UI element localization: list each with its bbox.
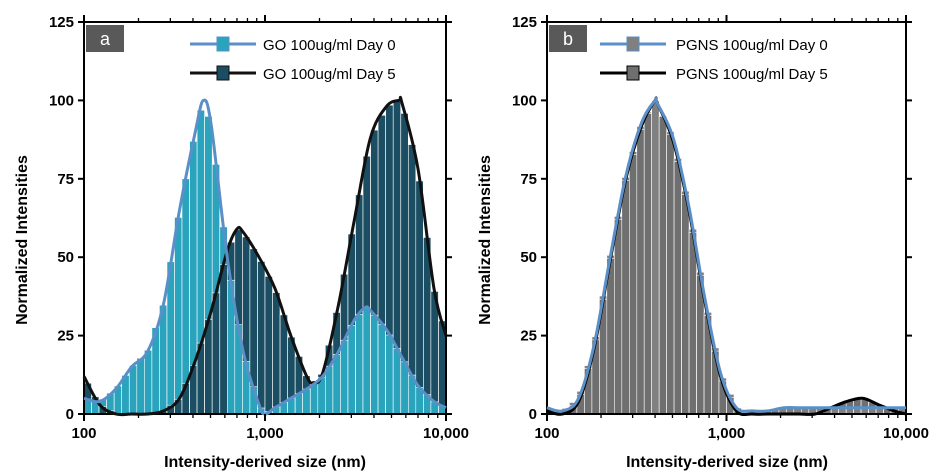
histogram-bar-day5 [219, 264, 228, 415]
histogram-bar-day0 [377, 323, 386, 415]
histogram-bar-day0 [340, 339, 349, 415]
panel-label-box [549, 25, 587, 52]
histogram-bar-day0 [332, 353, 341, 415]
histogram-bar-day5 [658, 116, 668, 415]
x-tick-label: 10,000 [883, 425, 929, 442]
panel-label-box [86, 25, 124, 52]
y-tick-label: 75 [57, 171, 74, 188]
histogram-bar-day0 [129, 365, 138, 415]
histogram-bar-day5 [643, 113, 653, 415]
histogram-bar-day0 [302, 388, 311, 415]
x-tick-label: 100 [534, 425, 559, 442]
histogram-bar-day0 [651, 100, 660, 415]
x-tick-label: 100 [71, 425, 96, 442]
histogram-bar-day0 [370, 314, 379, 415]
y-tick-label: 25 [520, 328, 537, 345]
series-line-day5 [82, 95, 448, 417]
y-tick-label: 0 [66, 406, 74, 423]
bars-group [83, 101, 447, 415]
y-tick-label: 0 [529, 406, 537, 423]
histogram-bar-day5 [415, 180, 424, 415]
legend-swatch-day0 [626, 36, 640, 52]
histogram-bar-day5 [681, 194, 690, 415]
legend-swatch-day5 [626, 65, 640, 81]
bars-group [546, 100, 907, 415]
histogram-bar-day5 [628, 154, 638, 415]
chart-panel-b: 0 25 50 75 100 125 100 1,000 10,000 Intensity-der… [477, 14, 929, 471]
legend-label: GO 100ug/ml Day 5 [263, 66, 396, 83]
x-axis-label: Intensity-derived size (nm) [164, 454, 366, 471]
histogram-bar-day0 [174, 217, 183, 415]
histogram-bar-day5 [606, 258, 615, 415]
x-tick-label: 1,000 [246, 425, 284, 442]
y-tick-label: 100 [512, 92, 537, 109]
legend-label: GO 100ug/ml Day 0 [263, 37, 396, 54]
histogram-bar-day0 [144, 349, 153, 415]
x-tick-label: 10,000 [423, 425, 469, 442]
histogram-bar-day5 [621, 180, 630, 415]
histogram-bar-day0 [347, 324, 356, 415]
y-tick-label: 75 [520, 171, 537, 188]
histogram-bar-day5 [613, 219, 623, 415]
histogram-bar-day5 [211, 292, 220, 415]
chart-panel-a: 0 25 50 75 100 125 100 1,000 10,000 Intensity-der… [14, 14, 469, 471]
histogram-bar-day5 [688, 232, 697, 415]
panel-label: b [563, 29, 573, 49]
y-axis-label: Normalized Intensities [14, 155, 31, 325]
panel-label: a [100, 29, 111, 49]
histogram-bar-day0 [362, 307, 371, 415]
histogram-bar-day5 [673, 161, 682, 415]
legend-label: PGNS 100ug/ml Day 0 [676, 37, 828, 54]
y-tick-label: 125 [49, 14, 74, 31]
y-tick-label: 100 [49, 92, 74, 109]
y-tick-label: 50 [57, 249, 74, 266]
histogram-bar-day5 [257, 261, 266, 415]
y-tick-label: 25 [57, 328, 74, 345]
histogram-bar-day5 [666, 134, 675, 415]
legend-swatch-day0 [216, 36, 230, 52]
legend: PGNS 100ug/ml Day 0 PGNS 100ug/ml Day 5 [600, 36, 828, 83]
histogram-bar-day5 [279, 314, 288, 415]
x-tick-label: 1,000 [708, 425, 746, 442]
series-line-day0 [83, 98, 447, 416]
x-axis-label: Intensity-derived size (nm) [626, 454, 828, 471]
histogram-bar-day5 [272, 292, 281, 415]
histogram-bar-day0 [355, 313, 364, 415]
histogram-bar-day5 [264, 276, 273, 415]
histogram-bar-day0 [136, 357, 145, 415]
legend-label: PGNS 100ug/ml Day 5 [676, 66, 828, 83]
legend: GO 100ug/ml Day 0 GO 100ug/ml Day 5 [190, 36, 396, 83]
histogram-bar-day0 [309, 382, 319, 415]
y-tick-label: 50 [520, 249, 537, 266]
y-axis-label: Normalized Intensities [477, 155, 494, 325]
y-tick-label: 125 [512, 14, 537, 31]
legend-swatch-day5 [216, 65, 230, 81]
series-line-day0 [546, 96, 906, 413]
histogram-bar-day0 [385, 334, 394, 415]
histogram-bar-day0 [392, 348, 402, 415]
histogram-bar-day5 [636, 129, 645, 415]
